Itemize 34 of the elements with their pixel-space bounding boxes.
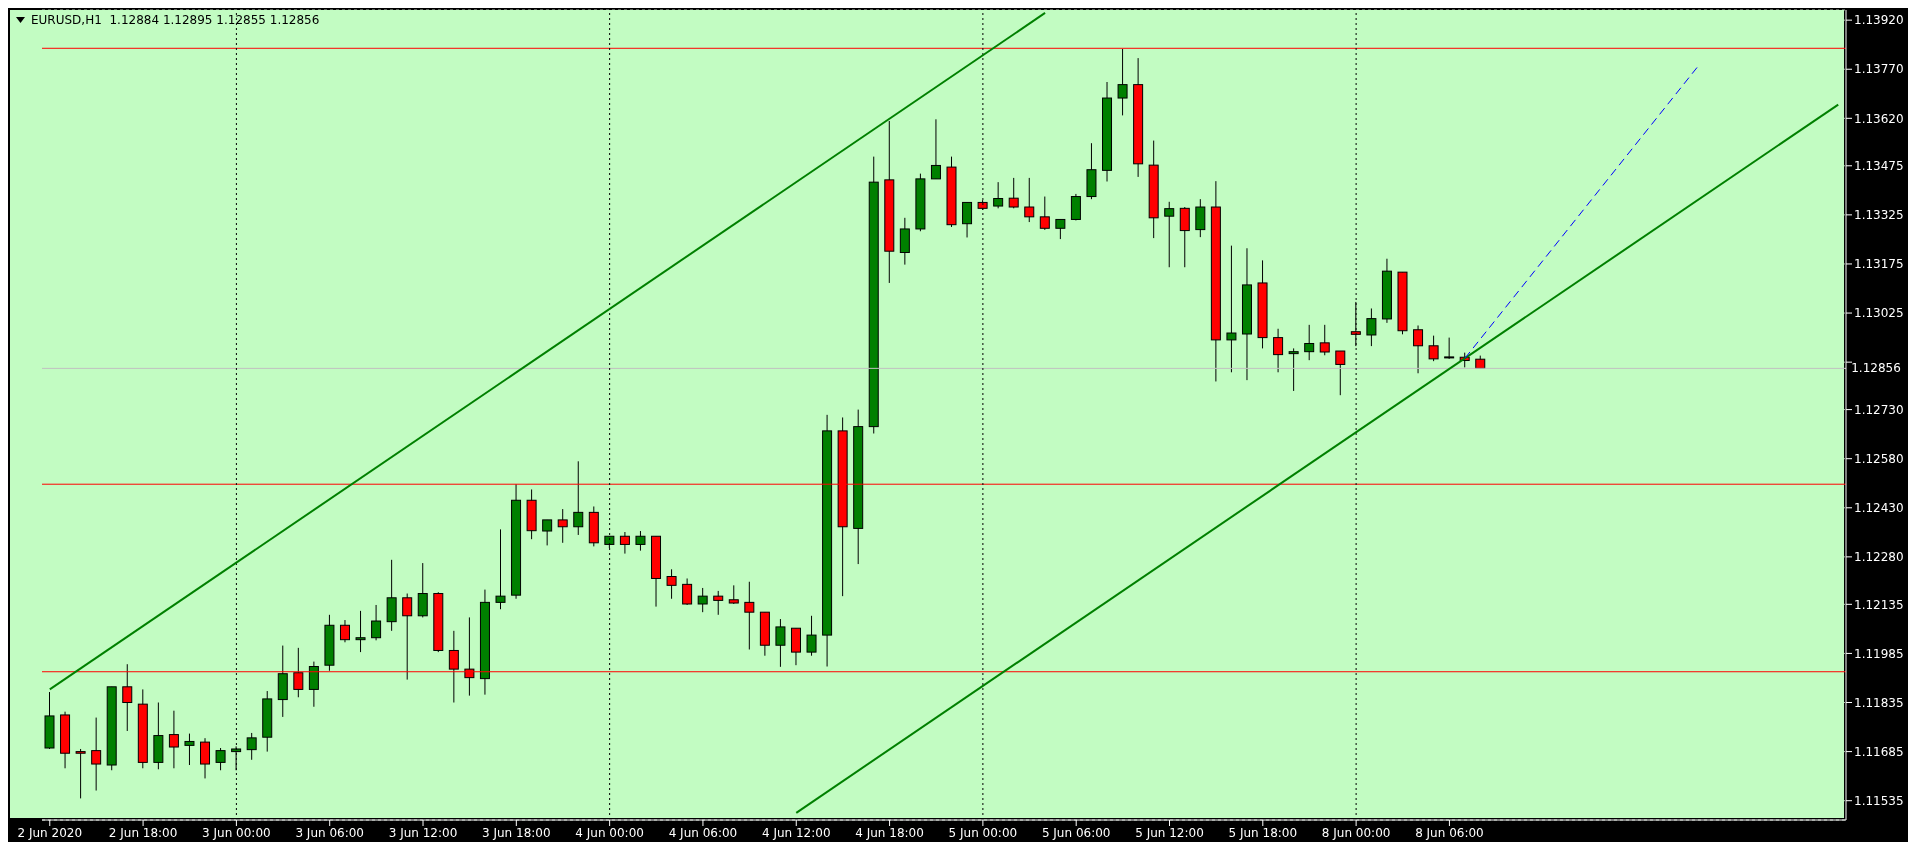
y-tick-label: 1.13475 (1854, 159, 1904, 174)
y-tick-label: 1.12730 (1854, 402, 1904, 417)
y-tick-label: 1.11535 (1854, 793, 1904, 808)
ref-line-label: 1.12856 (1851, 361, 1901, 376)
y-tick-label: 1.11985 (1854, 646, 1904, 661)
x-tick-label: 2 Jun 18:00 (108, 825, 178, 840)
y-tick-label: 1.13025 (1854, 306, 1904, 321)
x-tick-label: 2 Jun 2020 (17, 825, 83, 840)
y-tick-label: 1.13920 (1854, 13, 1904, 28)
x-tick-label: 4 Jun 06:00 (668, 825, 738, 840)
x-tick-label: 4 Jun 18:00 (855, 825, 924, 840)
y-tick-label: 1.13620 (1854, 111, 1904, 126)
x-tick-label: 3 Jun 00:00 (202, 825, 271, 840)
x-tick-label: 8 Jun 06:00 (1415, 825, 1484, 840)
y-tick-label: 1.11835 (1854, 695, 1904, 710)
x-tick-label: 5 Jun 12:00 (1135, 825, 1204, 840)
x-tick-label: 3 Jun 12:00 (388, 825, 458, 840)
y-tick-label: 1.13175 (1854, 257, 1904, 272)
chart-title: EURUSD,H1 1.12884 1.12895 1.12855 1.12856 (31, 13, 320, 27)
y-tick-label: 1.12135 (1854, 597, 1904, 612)
x-tick-label: 3 Jun 06:00 (295, 825, 365, 840)
y-tick-label: 1.12580 (1854, 451, 1904, 466)
y-tick-label: 1.12280 (1854, 550, 1904, 565)
x-tick-label: 4 Jun 00:00 (575, 825, 644, 840)
x-tick-label: 5 Jun 00:00 (948, 825, 1018, 840)
x-tick-label: 4 Jun 12:00 (761, 825, 831, 840)
x-tick-label: 5 Jun 06:00 (1041, 825, 1111, 840)
y-tick-label: 1.13325 (1854, 208, 1904, 223)
y-tick-label: 1.13770 (1854, 62, 1904, 77)
x-tick-label: 8 Jun 00:00 (1321, 825, 1391, 840)
y-tick-label: 1.11685 (1854, 744, 1904, 759)
y-tick-label: 1.12430 (1854, 501, 1904, 516)
x-tick-label: 3 Jun 18:00 (482, 825, 551, 840)
x-tick-label: 5 Jun 18:00 (1228, 825, 1298, 840)
